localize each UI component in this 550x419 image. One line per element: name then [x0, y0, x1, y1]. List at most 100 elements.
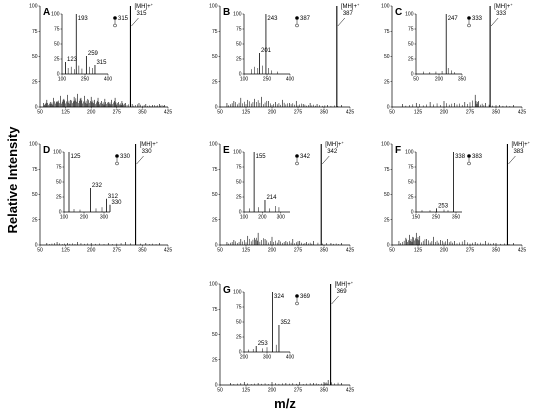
- panel-f-x-tick-label: 50: [389, 248, 395, 254]
- inset-f-y-tick-label: 100: [405, 150, 414, 156]
- precursor-filled-circle: [113, 16, 117, 20]
- inset-c-y-tick-label: 50: [408, 42, 414, 48]
- inset-e-y-tick-label: 0: [239, 210, 242, 216]
- molecular-ion-mz: 333: [496, 11, 507, 17]
- panel-g-x-tick-label: 425: [346, 388, 355, 394]
- inset-g-x-tick-label: 200: [240, 355, 249, 361]
- panel-letter: G: [223, 285, 231, 296]
- panel-a-x-tick-label: 200: [87, 110, 96, 116]
- panel-f-y-tick-label: 50: [384, 192, 390, 198]
- panel-e-y-tick-label: 25: [212, 217, 218, 223]
- inset-b-y-tick-label: 75: [236, 27, 242, 33]
- panel-a-y-tick-label: 75: [32, 29, 38, 35]
- panel-a-y-tick-label: 100: [29, 4, 38, 10]
- inset-a-y-tick-label: 75: [54, 27, 60, 33]
- inset-b-y-tick-label: 25: [236, 57, 242, 63]
- inset-g-x-tick-label: 400: [286, 355, 295, 361]
- panel-g-x-tick-label: 275: [294, 388, 303, 394]
- panel-a-x-tick-label: 275: [113, 110, 122, 116]
- inset-e-x-tick-label: 300: [277, 215, 286, 221]
- molecular-ion-pointer: [136, 155, 144, 165]
- molecular-ion-pointer: [331, 295, 339, 305]
- panel-g-y-tick-label: 0: [215, 383, 218, 389]
- precursor-label: 333: [472, 16, 483, 22]
- molecular-ion-mz: 369: [337, 289, 348, 295]
- inset-e-x-tick-label: 100: [240, 215, 249, 221]
- inset-c-y-tick-label: 25: [408, 57, 414, 63]
- panel-b-y-tick-label: 75: [212, 29, 218, 35]
- inset-e-y-tick-label: 50: [236, 180, 242, 186]
- panel-a-x-tick-label: 425: [164, 110, 173, 116]
- x-axis-title: m/z: [274, 396, 296, 411]
- panel-g-x-tick-label: 50: [217, 388, 223, 394]
- panel-f-x-tick-label: 125: [414, 248, 423, 254]
- panel-c-x-tick-label: 425: [518, 110, 527, 116]
- molecular-ion-label: [MH]++: [134, 2, 153, 10]
- panel-d-y-tick-label: 100: [29, 142, 38, 148]
- panel-b-y-tick-label: 25: [212, 79, 218, 85]
- panel-c-x-tick-label: 350: [492, 110, 501, 116]
- panel-f-x-tick-label: 350: [492, 248, 501, 254]
- inset-b-y-tick-label: 100: [233, 12, 242, 18]
- inset-msms-b: 100 250 400 0 25 50 75 100 243 201 387: [233, 12, 311, 83]
- inset-g-y-tick-label: 100: [233, 290, 242, 296]
- panel-d-y-tick-label: 50: [32, 192, 38, 198]
- panel-letter: A: [43, 7, 50, 18]
- panel-b-x-tick-label: 275: [294, 110, 303, 116]
- inset-fragment-label: 247: [448, 16, 459, 22]
- inset-f-y-tick-label: 75: [408, 165, 414, 171]
- inset-g-y-tick-label: 75: [236, 305, 242, 311]
- panel-letter: D: [43, 145, 50, 156]
- panel-a-x-tick-label: 50: [37, 110, 43, 116]
- precursor-filled-circle: [295, 154, 299, 158]
- panel-d-x-tick-label: 125: [61, 248, 70, 254]
- panel-letter: E: [223, 145, 230, 156]
- inset-d-y-tick-label: 0: [59, 210, 62, 216]
- molecular-ion-mz: 342: [327, 149, 338, 155]
- panel-d-x-tick-label: 350: [138, 248, 147, 254]
- inset-fragment-label: 330: [112, 200, 123, 206]
- inset-d-x-tick-label: 100: [60, 215, 69, 221]
- molecular-ion-label: [MH]++: [335, 280, 354, 288]
- precursor-filled-circle: [295, 16, 299, 20]
- panel-g-x-tick-label: 200: [268, 388, 277, 394]
- inset-fragment-label: 125: [71, 154, 82, 160]
- molecular-ion-label: [MH]++: [511, 140, 530, 148]
- precursor-filled-circle: [295, 294, 299, 298]
- panel-d-y-tick-label: 0: [35, 243, 38, 249]
- inset-fragment-label: 243: [267, 16, 278, 22]
- molecular-ion-label: [MH]++: [341, 2, 360, 10]
- panel-e-y-tick-label: 50: [212, 192, 218, 198]
- panel-c-x-tick-label: 200: [440, 110, 449, 116]
- panel-g-x-tick-label: 125: [242, 388, 251, 394]
- inset-b-x-tick-label: 250: [263, 77, 272, 83]
- panel-g-y-tick-label: 100: [209, 282, 218, 288]
- panel-e-x-tick-label: 125: [242, 248, 251, 254]
- panel-a-x-tick-label: 350: [138, 110, 147, 116]
- molecular-ion-pointer: [490, 17, 499, 27]
- precursor-label: 342: [300, 154, 311, 160]
- inset-fragment-label: 259: [88, 51, 99, 57]
- precursor-open-circle: [295, 23, 299, 28]
- panel-c-x-tick-label: 275: [466, 110, 475, 116]
- panel-e-y-tick-label: 0: [215, 243, 218, 249]
- molecular-ion-pointer: [337, 17, 346, 27]
- panel-f-y-tick-label: 25: [384, 217, 390, 223]
- inset-c-x-tick-label: 350: [458, 77, 467, 83]
- molecular-ion-pointer: [508, 155, 516, 165]
- panel-d-y-tick-label: 25: [32, 217, 38, 223]
- inset-d-x-tick-label: 200: [80, 215, 89, 221]
- inset-a-y-tick-label: 0: [57, 72, 60, 78]
- precursor-label: 330: [120, 154, 131, 160]
- panel-e-x-tick-label: 50: [217, 248, 223, 254]
- panel-g-y-tick-label: 50: [212, 332, 218, 338]
- panel-a-x-tick-label: 125: [61, 110, 70, 116]
- panel-c-y-tick-label: 100: [381, 4, 390, 10]
- molecular-ion-mz: 315: [136, 11, 147, 17]
- panel-e-x-tick-label: 350: [320, 248, 329, 254]
- precursor-open-circle: [113, 23, 117, 28]
